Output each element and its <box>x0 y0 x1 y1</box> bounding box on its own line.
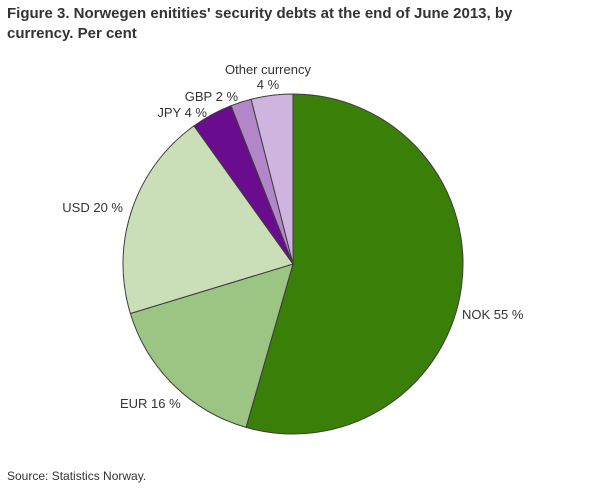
slice-label-usd: USD 20 % <box>62 200 123 215</box>
slice-label-jpy: JPY 4 % <box>157 105 207 120</box>
chart-title: Figure 3. Norwegen enitities' security d… <box>7 5 513 43</box>
pie-slice-eur <box>129 263 294 428</box>
source-note: Source: Statistics Norway. <box>7 469 147 483</box>
slice-label-other-currency: Other currency 4 % <box>225 62 311 92</box>
slice-label-nok: NOK 55 % <box>462 307 524 322</box>
pie-slice-other-currency <box>250 93 294 265</box>
slice-label-gbp: GBP 2 % <box>184 89 238 104</box>
slice-label-eur: EUR 16 % <box>120 396 181 411</box>
pie-slice-usd <box>122 125 294 315</box>
pie-slice-nok <box>245 93 464 435</box>
